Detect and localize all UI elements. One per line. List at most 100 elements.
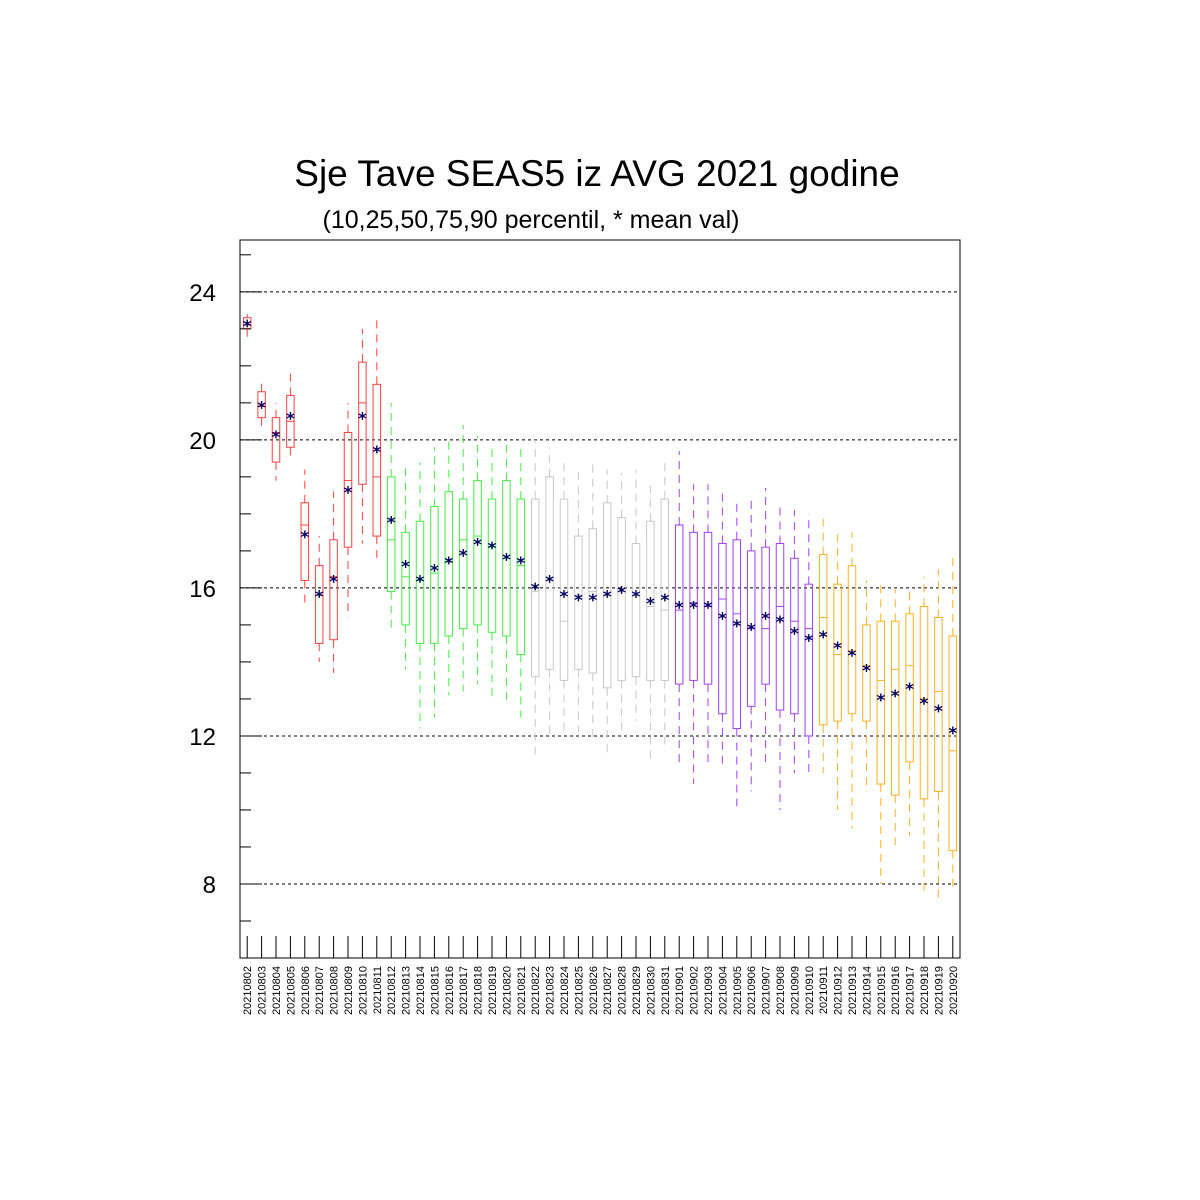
x-tick-label: 20210809 <box>343 966 355 1015</box>
x-tick-label: 20210826 <box>588 966 600 1015</box>
x-tick-label: 20210811 <box>372 966 384 1014</box>
mean-marker: * <box>905 680 914 700</box>
mean-marker: * <box>387 513 396 533</box>
x-tick-label: 20210825 <box>573 966 585 1015</box>
x-tick-label: 20210911 <box>818 966 830 1014</box>
box <box>718 542 727 715</box>
mean-marker: * <box>531 580 540 600</box>
x-tick-label: 20210909 <box>789 966 801 1015</box>
x-tick-label: 20210806 <box>300 966 312 1015</box>
x-tick-label: 20210828 <box>617 966 629 1015</box>
mean-marker: * <box>444 554 453 574</box>
mean-marker: * <box>876 691 885 711</box>
x-tick-label: 20210817 <box>458 966 470 1015</box>
box <box>818 554 828 726</box>
box <box>703 531 713 685</box>
x-tick-label: 20210920 <box>948 966 960 1015</box>
mean-marker: * <box>459 547 468 567</box>
x-tick-label: 20210810 <box>357 966 369 1015</box>
x-tick-label: 20210823 <box>545 966 557 1015</box>
x-tick-label: 20210822 <box>530 966 542 1015</box>
x-tick-label: 20210830 <box>645 966 657 1015</box>
y-tick-label: 20 <box>189 428 216 455</box>
box <box>732 539 742 730</box>
mean-marker: * <box>272 428 281 448</box>
x-tick-label: 20210821 <box>516 966 528 1015</box>
y-tick-label: 8 <box>203 872 216 899</box>
mean-marker: * <box>430 561 439 581</box>
box <box>890 620 900 796</box>
mean-marker: * <box>516 554 525 574</box>
x-tick-label: 20210824 <box>559 966 571 1015</box>
x-tick-label: 20210820 <box>501 966 513 1015</box>
x-tick-label: 20210808 <box>329 966 341 1015</box>
x-tick-label: 20210814 <box>415 966 427 1015</box>
box <box>646 520 655 681</box>
mean-marker: * <box>819 628 828 648</box>
box <box>516 498 526 656</box>
mean-marker: * <box>704 598 713 618</box>
box <box>358 361 367 485</box>
x-tick-label: 20210819 <box>487 966 499 1015</box>
grid-lines <box>240 291 960 885</box>
x-tick-label: 20210917 <box>905 966 917 1015</box>
mean-marker: * <box>675 598 684 618</box>
x-tick-label: 20210919 <box>933 966 945 1015</box>
box <box>660 498 670 681</box>
mean-marker: * <box>732 617 741 637</box>
mean-markers: ************** * ** ** ** ** * * * * * * * * * ** * ** ** *… <box>243 317 958 744</box>
x-tick-label: 20210915 <box>876 966 888 1015</box>
mean-marker: * <box>488 539 497 559</box>
mean-marker: * <box>315 587 324 607</box>
mean-marker: * <box>257 399 266 419</box>
mean-marker: * <box>920 695 929 715</box>
x-tick-label: 20210802 <box>242 966 254 1015</box>
mean-marker: * <box>358 410 367 430</box>
mean-marker: * <box>761 610 770 630</box>
box <box>617 517 626 681</box>
mean-marker: * <box>718 610 727 630</box>
box <box>775 542 785 711</box>
x-tick-label: 20210908 <box>775 966 787 1015</box>
x-tick-label: 20210906 <box>746 966 758 1015</box>
x-tick-label: 20210807 <box>314 966 326 1015</box>
x-tick-label: 20210813 <box>401 966 413 1015</box>
mean-marker: * <box>862 661 871 681</box>
box <box>257 391 266 419</box>
x-tick-label: 20210816 <box>444 966 456 1015</box>
x-tick-label: 20210803 <box>257 966 269 1015</box>
x-tick-label: 20210818 <box>473 966 485 1015</box>
box <box>862 624 871 722</box>
mean-marker: * <box>344 484 353 504</box>
x-tick-label: 20210913 <box>847 966 859 1015</box>
x-tick-label: 20210812 <box>386 966 398 1015</box>
box <box>271 417 281 463</box>
x-tick-label: 20210829 <box>631 966 643 1015</box>
mean-marker: * <box>891 687 900 707</box>
box <box>948 635 958 852</box>
box <box>300 502 310 581</box>
mean-marker: * <box>689 598 698 618</box>
box <box>847 565 857 715</box>
x-tick-label: 20210901 <box>674 966 686 1015</box>
box <box>372 383 382 537</box>
x-tick-label: 20210831 <box>660 966 672 1015</box>
mean-marker: * <box>646 595 655 615</box>
mean-marker: * <box>790 624 799 644</box>
box <box>314 565 324 644</box>
x-tick-label: 20210804 <box>271 966 283 1015</box>
mean-marker: * <box>588 591 597 611</box>
box <box>905 613 914 763</box>
box <box>574 535 583 670</box>
x-tick-label: 20210914 <box>861 966 873 1015</box>
box <box>761 546 770 685</box>
mean-marker: * <box>804 632 813 652</box>
box <box>689 531 698 681</box>
mean-marker: * <box>574 591 583 611</box>
chart-subtitle: (10,25,50,75,90 percentil, * mean val) <box>323 206 740 234</box>
x-tick-label: 20210910 <box>804 966 816 1015</box>
mean-marker: * <box>502 550 511 570</box>
box <box>343 431 353 548</box>
